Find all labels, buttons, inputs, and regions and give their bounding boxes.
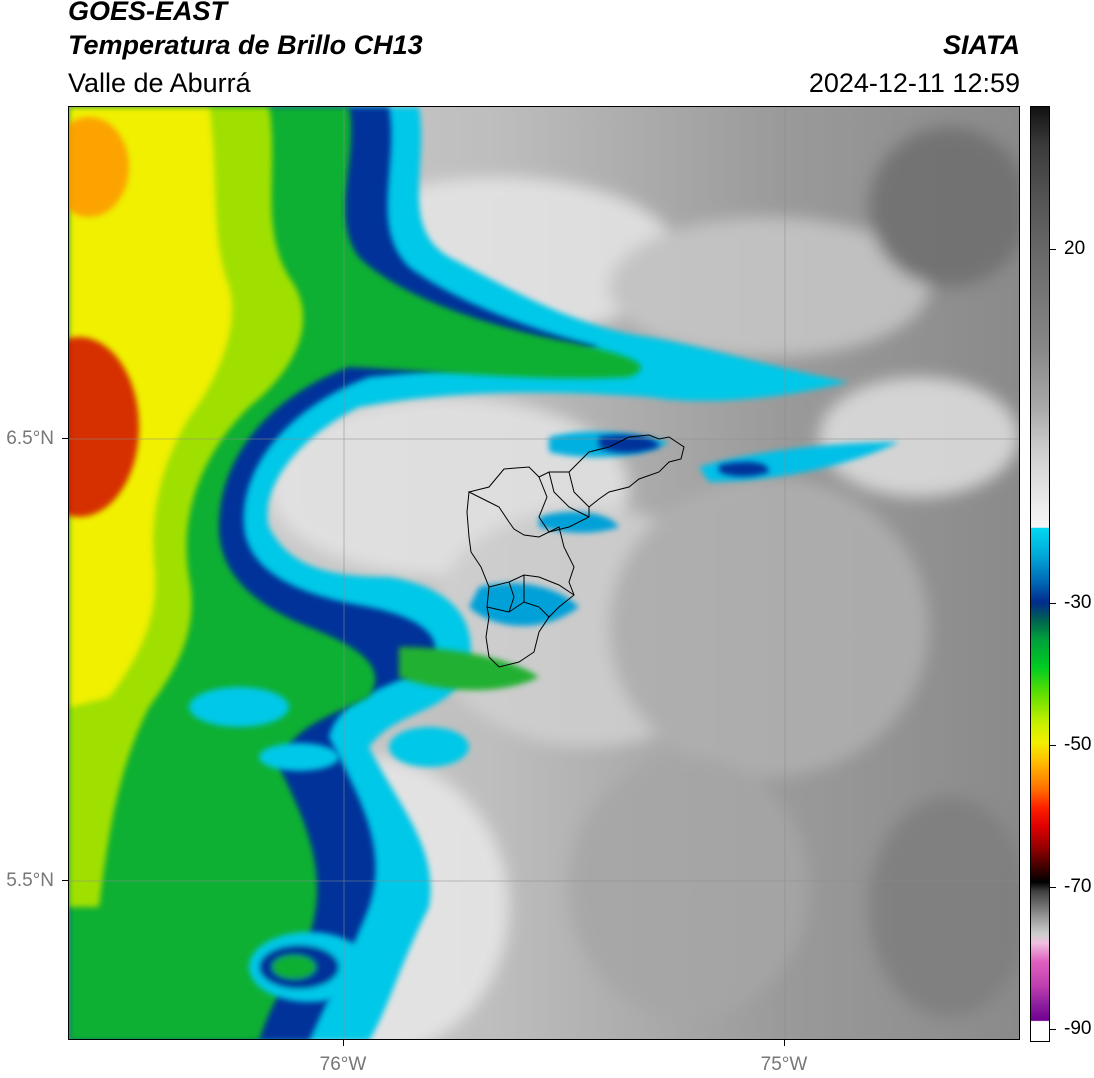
municipal-boundaries [466,434,685,668]
lat-tick [62,880,68,881]
product-title: Temperatura de Brillo CH13 [68,30,423,60]
colorbar-label-minus30: -30 [1064,592,1092,613]
colorbar-tick [1050,745,1056,746]
lat-tick [62,438,68,439]
satellite-map[interactable] [68,106,1020,1040]
lat-label-6-5n: 6.5°N [6,428,54,449]
lon-tick [343,1040,344,1046]
colorbar-label-minus70: -70 [1064,876,1092,897]
lon-label-76w: 76°W [319,1054,367,1075]
lat-label-5-5n: 5.5°N [6,870,54,891]
colorbar-label-minus50: -50 [1064,734,1092,755]
region-subtitle: Valle de Aburrá [68,68,251,98]
temperature-colorbar [1030,106,1050,1042]
colorbar-tick [1050,249,1056,250]
datetime-label: 2024-12-11 12:59 [808,68,1020,98]
lon-label-75w: 75°W [760,1054,808,1075]
map-gridlines [69,107,1019,1039]
organization-label: SIATA [943,30,1020,60]
colorbar-label-minus90: -90 [1064,1018,1092,1039]
satellite-title: GOES-EAST [68,0,228,26]
map-canvas [69,107,1019,1039]
colorbar-label-20: 20 [1064,238,1086,259]
lon-tick [784,1040,785,1046]
colorbar-tick [1050,1029,1056,1030]
colorbar-tick [1050,887,1056,888]
colorbar-tick [1050,603,1056,604]
